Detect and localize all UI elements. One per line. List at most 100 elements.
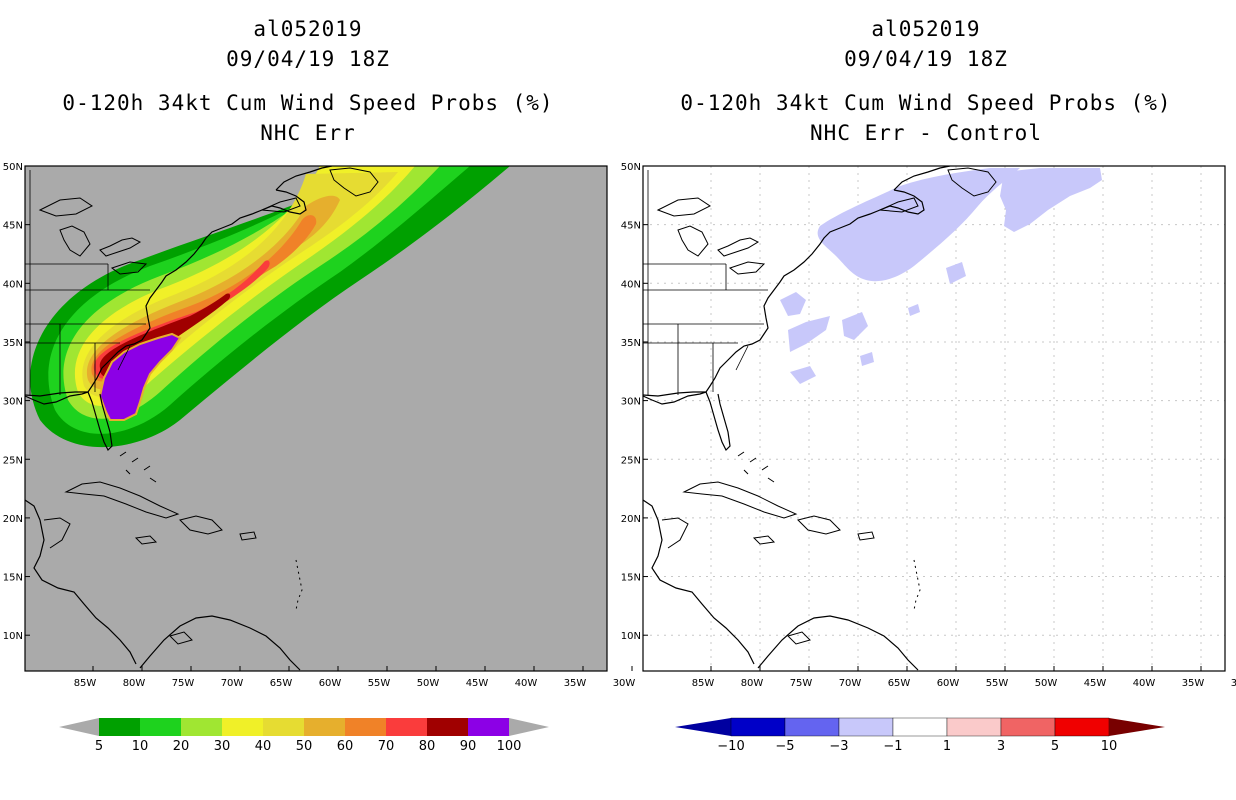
lon-tick-label: 50W: [417, 678, 440, 689]
colorbar-label: 90: [460, 739, 477, 754]
lat-tick-label: 40N: [3, 279, 23, 290]
colorbar-swatch: [263, 718, 304, 736]
lat-tick-label: 35N: [3, 338, 23, 349]
right-datetime: 09/04/19 18Z: [844, 47, 1008, 71]
colorbar-label: 40: [255, 739, 272, 754]
lon-tick-label: 55W: [368, 678, 391, 689]
colorbar-label: 10: [1101, 739, 1118, 754]
lon-tick-label: 55W: [986, 678, 1009, 689]
lat-tick-label: 10N: [621, 631, 641, 642]
lat-tick-label: 15N: [621, 573, 641, 584]
lon-tick-label: 50W: [1035, 678, 1058, 689]
colorbar-swatch: [304, 718, 345, 736]
colorbar-swatch: [222, 718, 263, 736]
colorbar-low-arrow: [675, 718, 731, 736]
left-colorbar: 5 10 20 30 40 50 60 70 80 90 100: [59, 718, 549, 754]
colorbar-swatch: [99, 718, 140, 736]
colorbar-swatch: [838, 717, 894, 737]
lat-tick-label: 30N: [3, 397, 23, 408]
right-map-frame: [642, 165, 1226, 672]
lat-tick-label: 25N: [3, 455, 23, 466]
lon-tick-label: 30W: [1231, 678, 1236, 689]
lon-tick-label: 80W: [741, 678, 764, 689]
colorbar-swatch: [345, 718, 386, 736]
lon-tick-label: 65W: [270, 678, 293, 689]
colorbar-label: 30: [214, 739, 231, 754]
colorbar-swatch: [946, 717, 1002, 737]
lat-tick-label: 50N: [621, 162, 641, 173]
lon-tick-label: 85W: [74, 678, 97, 689]
lat-tick-label: 45N: [621, 221, 641, 232]
right-map: 50N 45N 40N 35N 30N 25N 20N 15N 10N 85W 80W 75W 70W 6…: [621, 162, 1236, 689]
left-title-block: al052019 09/04/19 18Z: [8, 14, 608, 74]
right-product-title: 0-120h 34kt Cum Wind Speed Probs (%): [680, 91, 1172, 115]
colorbar-swatch: [140, 718, 181, 736]
lon-tick-label: 35W: [564, 678, 587, 689]
colorbar-label: 80: [419, 739, 436, 754]
lon-tick-label: 35W: [1182, 678, 1205, 689]
colorbar-label: 100: [497, 739, 522, 754]
colorbar-swatch: [427, 718, 468, 736]
left-subtitle: NHC Err: [260, 121, 356, 145]
right-title-block: al052019 09/04/19 18Z: [626, 14, 1226, 74]
right-subtitle: NHC Err - Control: [810, 121, 1042, 145]
colorbar-label: 5: [1051, 739, 1059, 754]
colorbar-low-arrow: [59, 718, 99, 736]
colorbar-swatch: [1054, 717, 1110, 737]
colorbar-label: 10: [132, 739, 149, 754]
lon-tick-label: 75W: [172, 678, 195, 689]
left-probability-swath: [30, 166, 510, 448]
colorbar-high-arrow: [509, 718, 549, 736]
left-axis-ticks: 50N 45N 40N 35N 30N 25N 20N 15N 10N 85W 80W 75W 70W 6…: [3, 162, 636, 689]
colorbar-swatch: [1000, 717, 1056, 737]
lat-tick-label: 25N: [621, 455, 641, 466]
right-difference-field: [780, 168, 1102, 384]
lat-tick-label: 20N: [3, 514, 23, 525]
lat-tick-label: 10N: [3, 631, 23, 642]
colorbar-label: 60: [337, 739, 354, 754]
lat-tick-label: 35N: [621, 338, 641, 349]
left-map: 50N 45N 40N 35N 30N 25N 20N 15N 10N 85W 80W 75W 70W 6…: [3, 162, 636, 689]
right-product-block: 0-120h 34kt Cum Wind Speed Probs (%) NHC…: [626, 88, 1226, 148]
left-datetime: 09/04/19 18Z: [226, 47, 390, 71]
lon-tick-label: 30W: [613, 678, 636, 689]
lat-tick-label: 15N: [3, 573, 23, 584]
colorbar-label: 5: [95, 739, 103, 754]
lon-tick-label: 65W: [888, 678, 911, 689]
colorbar-swatch: [181, 718, 222, 736]
right-gridlines: [643, 166, 1225, 671]
lon-tick-label: 45W: [466, 678, 489, 689]
left-map-frame: [24, 165, 608, 672]
lat-tick-label: 40N: [621, 279, 641, 290]
colorbar-swatch: [386, 718, 427, 736]
lat-tick-label: 45N: [3, 221, 23, 232]
colorbar-label: 20: [173, 739, 190, 754]
lon-tick-label: 40W: [515, 678, 538, 689]
right-colorbar: −10 −5 −3 −1 1 3 5 10: [675, 717, 1165, 754]
lat-tick-label: 50N: [3, 162, 23, 173]
lon-tick-label: 85W: [692, 678, 715, 689]
lon-tick-label: 60W: [937, 678, 960, 689]
colorbar-swatch: [892, 717, 948, 737]
lon-tick-label: 40W: [1133, 678, 1156, 689]
colorbar-label: 70: [378, 739, 395, 754]
colorbar-swatch: [730, 717, 786, 737]
lon-tick-label: 45W: [1084, 678, 1107, 689]
lon-tick-label: 75W: [790, 678, 813, 689]
colorbar-label: −10: [717, 739, 744, 754]
colorbar-label: 1: [943, 739, 951, 754]
lat-tick-label: 20N: [621, 514, 641, 525]
right-axis-ticks: 50N 45N 40N 35N 30N 25N 20N 15N 10N 85W 80W 75W 70W 6…: [621, 162, 1236, 689]
lat-tick-label: 30N: [621, 397, 641, 408]
colorbar-label: 50: [296, 739, 313, 754]
left-product-block: 0-120h 34kt Cum Wind Speed Probs (%) NHC…: [8, 88, 608, 148]
right-storm-id: al052019: [871, 17, 981, 41]
colorbar-swatch: [784, 717, 840, 737]
colorbar-label: −1: [883, 739, 902, 754]
colorbar-high-arrow: [1109, 718, 1165, 736]
colorbar-swatch: [468, 718, 509, 736]
lon-tick-label: 70W: [221, 678, 244, 689]
left-product-title: 0-120h 34kt Cum Wind Speed Probs (%): [62, 91, 554, 115]
colorbar-label: −5: [775, 739, 794, 754]
